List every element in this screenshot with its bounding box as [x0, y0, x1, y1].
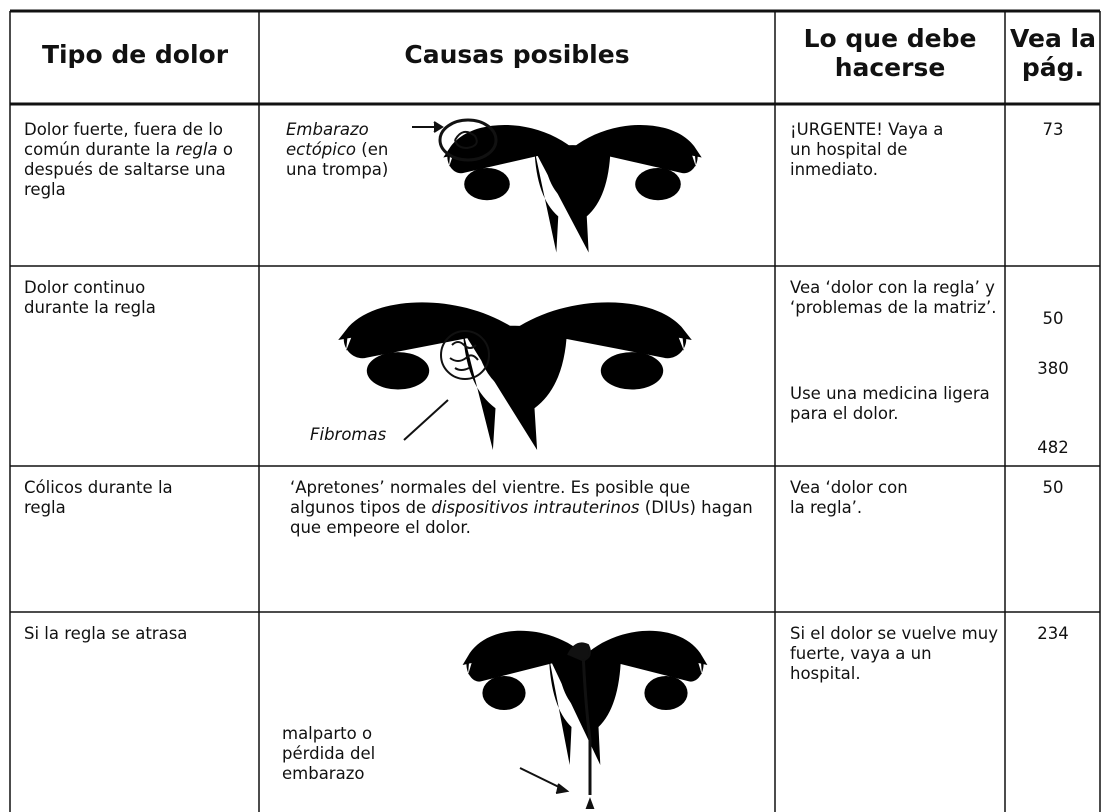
header-cell: Tipo de dolor	[41, 40, 229, 69]
header-cell: Causas posibles	[404, 40, 630, 69]
text: ‘Apretones’ normales del vientre. Es pos…	[290, 478, 691, 517]
illustration-miscarriage	[462, 630, 708, 809]
cell-page: 73	[1042, 120, 1064, 139]
text-italic: Fibromas	[310, 425, 387, 444]
text-italic: dispositivos intrauterinos	[431, 498, 640, 517]
cell-cause: Embarazo ectópico (en una trompa)	[286, 120, 416, 180]
text: o después de saltarse una regla	[24, 140, 233, 199]
cell-pain: Si la regla se atrasa	[24, 624, 188, 643]
cell-pain: Dolor fuerte, fuera de lo común durante …	[24, 120, 246, 200]
cell-cause: ‘Apretones’ normales del vientre. Es pos…	[290, 478, 760, 538]
illustration-fibroid	[338, 302, 692, 450]
cell-pain: Cólicos durante la regla	[24, 478, 173, 517]
cell-pain: Dolor continuo durante la regla	[24, 278, 156, 317]
cell-cause: Fibromas	[310, 425, 410, 445]
illustration-ectopic	[412, 118, 702, 253]
header-cell: Lo que debe hacerse	[803, 24, 977, 82]
text: (en una trompa)	[286, 140, 389, 179]
cell-action: Si el dolor se vuelve muy fuerte, vaya a…	[790, 624, 998, 683]
text-italic: regla	[175, 140, 218, 159]
text: (DIUs) hagan que empeore el dolor.	[290, 498, 753, 537]
header-cell: Vea la pág.	[1010, 24, 1096, 82]
cell-page: 482	[1037, 438, 1069, 457]
cell-action: ¡URGENTE! Vaya a un hospital de inmediat…	[790, 120, 944, 179]
cell-page: 234	[1037, 624, 1069, 643]
cell-page: 380	[1037, 359, 1069, 378]
text: Dolor fuerte, fuera de lo común durante …	[24, 120, 223, 159]
cell-page: 50	[1042, 478, 1064, 497]
text-italic: Embarazo ectópico	[286, 120, 369, 159]
cell-action: Vea ‘dolor con la regla’.	[790, 478, 908, 517]
cell-cause: malparto o pérdida del embarazo	[282, 724, 376, 783]
cell-action: Use una medicina ligera para el dolor.	[790, 384, 990, 423]
cell-action: Vea ‘dolor con la regla’ y ‘problemas de…	[790, 278, 997, 317]
cell-page: 50	[1042, 309, 1064, 328]
